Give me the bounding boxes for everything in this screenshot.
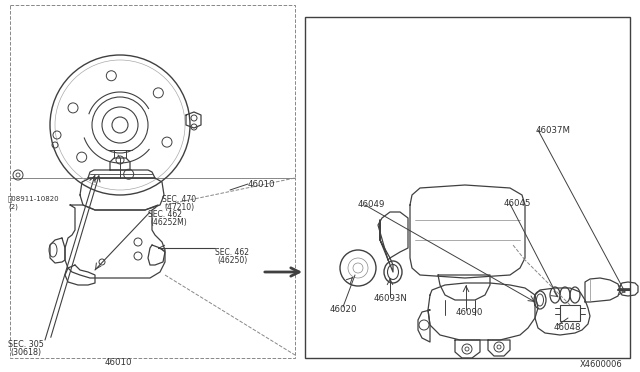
Bar	[305, 17, 630, 358]
Text: 46090: 46090	[456, 308, 483, 317]
Text: (47210): (47210)	[164, 203, 194, 212]
Text: 46020: 46020	[330, 305, 358, 314]
Text: 46037M: 46037M	[536, 126, 571, 135]
Bar	[560, 305, 580, 321]
Text: (46250): (46250)	[217, 256, 247, 265]
Text: SEC. 462: SEC. 462	[148, 210, 182, 219]
Text: 46048: 46048	[554, 323, 582, 332]
Text: (30618): (30618)	[10, 348, 41, 357]
Text: SEC. 470: SEC. 470	[162, 195, 196, 204]
Text: (2): (2)	[8, 203, 18, 209]
Text: 46049: 46049	[358, 200, 385, 209]
Text: 46093N: 46093N	[374, 294, 408, 303]
Text: (46252M): (46252M)	[150, 218, 187, 227]
Text: ⓝ08911-10820: ⓝ08911-10820	[8, 195, 60, 202]
Text: 46010: 46010	[104, 358, 132, 367]
Bar	[10, 5, 295, 178]
Text: SEC. 462: SEC. 462	[215, 248, 249, 257]
Text: 46045: 46045	[504, 199, 531, 208]
Bar	[10, 178, 295, 358]
Text: SEC. 305: SEC. 305	[8, 340, 44, 349]
Text: X4600006: X4600006	[580, 360, 623, 369]
Text: 46010: 46010	[248, 180, 275, 189]
